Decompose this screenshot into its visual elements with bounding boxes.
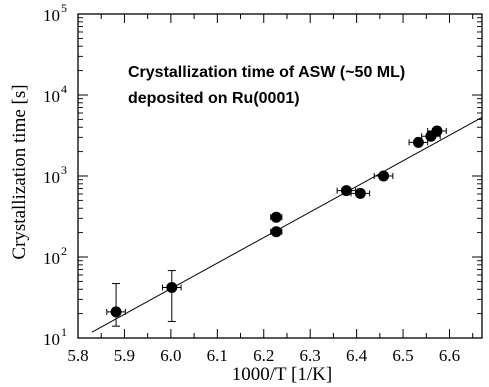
plot-frame: [77, 13, 483, 339]
axis-ticks: [77, 13, 482, 339]
data-point: [110, 306, 122, 318]
data-point: [431, 125, 443, 137]
data-point-group: [270, 226, 283, 238]
data-point: [270, 211, 282, 223]
x-tick-label: 6.2: [253, 346, 274, 365]
data-point-group: [162, 270, 182, 322]
data-point: [270, 226, 282, 238]
data-point-group: [373, 170, 394, 182]
fit-line: [91, 116, 483, 333]
y-tick-label: 10: [43, 249, 60, 268]
y-tick-label: 10: [43, 168, 60, 187]
y-tick-exponent: 4: [61, 82, 67, 96]
data-point-group: [408, 136, 429, 148]
data-point-group: [350, 187, 371, 199]
fit-line-layer: [91, 116, 483, 333]
y-tick-label: 10: [43, 6, 60, 25]
x-axis-label: 1000/T [1/K]: [232, 364, 332, 385]
data-point-group: [336, 185, 357, 197]
data-point: [354, 187, 366, 199]
tick-labels: 5.8 5.9 6.0 6.1 6.2 6.3 6.4 6.5 6.610 110 210 310 41…: [43, 1, 460, 365]
x-tick-label: 6.6: [439, 346, 460, 365]
y-tick-exponent: 1: [61, 325, 67, 339]
y-tick-exponent: 5: [61, 1, 67, 15]
data-point: [412, 136, 424, 148]
x-tick-label: 5.9: [114, 346, 135, 365]
chart-title-line-2: deposited on Ru(0001): [128, 90, 300, 107]
y-tick-exponent: 2: [61, 244, 67, 258]
x-tick-label: 6.5: [392, 346, 413, 365]
data-point-group: [270, 211, 283, 223]
data-point: [166, 282, 178, 294]
y-tick-label: 10: [43, 87, 60, 106]
data-point: [340, 185, 352, 197]
data-point-group: [427, 125, 447, 137]
x-tick-label: 6.0: [160, 346, 181, 365]
y-tick-label: 10: [43, 330, 60, 349]
y-axis-label: Crystallization time [s]: [9, 84, 30, 259]
x-tick-label: 6.3: [300, 346, 321, 365]
x-tick-label: 6.4: [346, 346, 368, 365]
x-tick-label: 6.1: [207, 346, 228, 365]
x-tick-label: 5.8: [67, 346, 88, 365]
chart-title-line-1: Crystallization time of ASW (~50 ML): [128, 64, 405, 81]
plot-border: [77, 13, 483, 339]
y-tick-exponent: 3: [61, 163, 67, 177]
data-points: [106, 125, 447, 327]
data-point: [378, 170, 390, 182]
data-point-group: [106, 283, 126, 327]
